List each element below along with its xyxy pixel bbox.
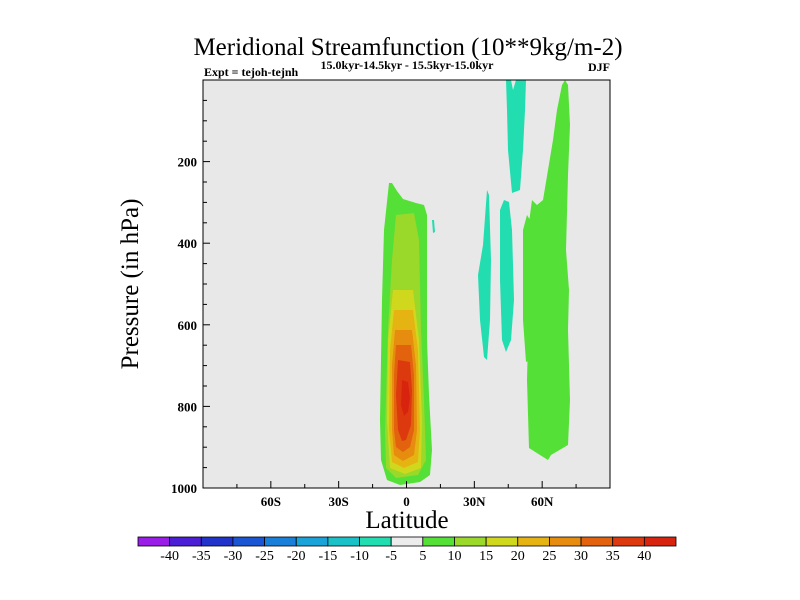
- colorbar-label: -15: [319, 549, 338, 564]
- contour-positive-60n-left: [523, 215, 531, 362]
- colorbar-swatch: [327, 536, 360, 547]
- x-axis-ticks: 60S 30S 0 30N 60N: [236, 481, 577, 509]
- x-tick-label: 0: [403, 494, 410, 509]
- contour-fill-layer: [380, 80, 570, 485]
- colorbar-label: 20: [511, 549, 525, 564]
- colorbar-swatch: [200, 536, 234, 547]
- y-tick-label: 1000: [171, 481, 197, 496]
- colorbar-swatch: [169, 536, 202, 547]
- contour-negative-30n: [478, 190, 491, 360]
- colorbar-label: 15: [479, 549, 493, 564]
- period-label: 15.0kyr-14.5kyr - 15.5kyr-15.0kyr: [321, 58, 495, 72]
- colorbar-swatch: [485, 536, 519, 547]
- colorbar: -40 -35 -30 -25 -20 -15 -10 -5 5 10 15 20 25 30 35 40: [137, 536, 677, 564]
- x-tick-label: 30N: [463, 494, 486, 509]
- colorbar-label: -5: [385, 549, 397, 564]
- chart-title: Meridional Streamfunction (10**9kg/m-2): [193, 34, 622, 61]
- colorbar-swatch: [549, 536, 582, 547]
- colorbar-label: -25: [255, 549, 274, 564]
- colorbar-swatch: [517, 536, 550, 547]
- y-tick-label: 200: [178, 155, 198, 170]
- colorbar-swatch: [295, 536, 329, 547]
- colorbar-label: -20: [287, 549, 306, 564]
- y-tick-label: 800: [178, 399, 198, 414]
- colorbar-label: 30: [574, 549, 588, 564]
- colorbar-label: 5: [419, 549, 426, 564]
- contour-band-40: [401, 380, 410, 416]
- colorbar-label: 10: [447, 549, 461, 564]
- y-tick-label: 600: [178, 318, 198, 333]
- x-axis-label: Latitude: [365, 507, 448, 534]
- colorbar-swatch: [580, 536, 614, 547]
- colorbar-swatch: [454, 536, 487, 547]
- colorbar-label: -35: [192, 549, 211, 564]
- colorbar-label: -10: [350, 549, 369, 564]
- x-tick-label: 60N: [531, 494, 554, 509]
- colorbar-label: -30: [224, 549, 243, 564]
- colorbar-swatch: [643, 536, 677, 547]
- y-minor-ticks: [203, 99, 207, 469]
- x-tick-label: 30S: [329, 494, 349, 509]
- colorbar-label: -40: [160, 549, 179, 564]
- y-axis-ticks: 200 400 600 800 1000: [171, 155, 210, 496]
- colorbar-swatch: [232, 536, 265, 547]
- colorbar-swatch: [137, 536, 171, 547]
- colorbar-swatch: [359, 536, 392, 547]
- contour-positive-60n: [527, 80, 570, 460]
- contour-negative-45n: [506, 80, 526, 193]
- colorbar-swatch: [390, 536, 424, 547]
- y-tick-label: 400: [178, 236, 198, 251]
- x-tick-label: 60S: [261, 494, 281, 509]
- colorbar-swatch: [422, 536, 455, 547]
- colorbar-label: 25: [542, 549, 556, 564]
- y-axis-label: Pressure (in hPa): [117, 199, 144, 370]
- experiment-label: Expt = tejoh-tejnh: [204, 65, 298, 79]
- colorbar-label: 35: [606, 549, 620, 564]
- contour-negative-45n-lower: [500, 200, 514, 352]
- contour-negative-blob-5n: [432, 220, 435, 233]
- colorbar-label: 40: [637, 549, 651, 564]
- season-label: DJF: [588, 60, 610, 74]
- colorbar-swatch: [612, 536, 645, 547]
- colorbar-swatch: [264, 536, 297, 547]
